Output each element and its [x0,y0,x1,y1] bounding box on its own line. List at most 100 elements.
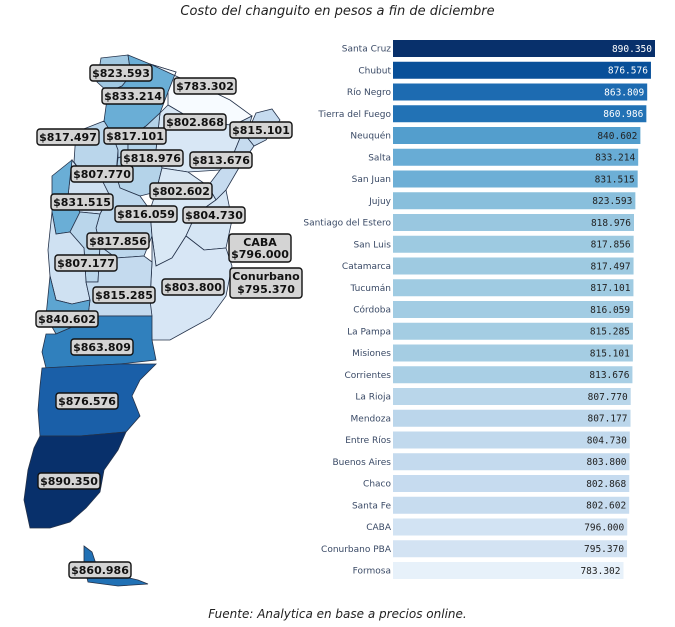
svg-text:$860.986: $860.986 [71,564,129,577]
svg-text:$817.856: $817.856 [89,235,147,248]
svg-text:$783.302: $783.302 [176,80,234,93]
bar-value-label: 840.602 [597,131,637,142]
map-label-san-juan: $831.515 [50,193,114,211]
svg-text:CABA: CABA [243,236,277,249]
bar-category-label: Conurbano PBA [321,545,392,555]
bar-value-label: 816.059 [590,305,630,316]
svg-text:$840.602: $840.602 [38,313,96,326]
bar-category-label: Córdoba [353,305,391,316]
bar-category-label: Buenos Aires [332,458,391,468]
bar-23 [393,540,628,558]
svg-text:$863.809: $863.809 [73,341,131,354]
map-label-rio-negro: $863.809 [70,338,134,356]
bar-value-label: 815.285 [590,327,630,338]
bar-6 [393,170,638,188]
chart-title: Costo del changuito en pesos a fin de di… [180,4,495,19]
bar-category-label: Mendoza [351,414,391,424]
bar-5 [393,148,639,166]
svg-text:$804.730: $804.730 [185,209,243,222]
svg-text:$833.214: $833.214 [104,90,162,103]
bar-value-label: 796.000 [584,522,624,533]
bar-18 [393,431,630,449]
bar-category-label: Jujuy [368,197,392,207]
bar-value-label: 807.770 [588,392,628,403]
svg-text:$817.101: $817.101 [106,130,164,143]
bar-value-label: 831.515 [595,174,635,185]
bar-7 [393,192,636,210]
bar-value-label: 804.730 [587,435,627,446]
bar-15 [393,366,633,384]
bar-value-label: 860.986 [603,109,643,120]
map-label-conurbano: Conurbano $795.370 [229,267,303,299]
bar-value-label: 807.177 [587,414,627,425]
bar-12 [393,301,634,318]
svg-text:Conurbano: Conurbano [232,270,300,283]
bar-value-label: 802.602 [586,501,626,512]
map-label-salta: $833.214 [101,87,165,105]
map-label-la-rioja: $807.770 [70,165,134,183]
bar-value-label: 823.593 [592,196,632,207]
svg-text:$796.000: $796.000 [231,248,289,261]
bar-24 [393,562,624,579]
bar-chart: Santa Cruz 890.350 Chubut 876.576 Río Negro 8… [303,40,655,579]
bar-category-label: Tierra del Fuego [317,110,391,120]
map-label-santa-fe: $802.602 [149,182,213,200]
map-label-corrientes: $813.676 [189,151,253,169]
bar-category-label: Río Negro [347,88,392,98]
bar-category-label: San Juan [352,175,391,185]
bar-value-label: 817.497 [591,261,631,272]
map-label-formosa: $783.302 [173,77,237,95]
bar-value-label: 783.302 [580,566,620,577]
map-label-misiones: $815.101 [229,121,293,139]
map-label-entre-rios: $804.730 [182,206,246,224]
map-label-catamarca: $817.497 [36,128,100,146]
svg-text:$813.676: $813.676 [192,154,250,167]
map-label-santiago: $818.976 [120,149,184,167]
bar-13 [393,322,633,340]
bar-category-label: La Rioja [355,393,391,403]
map-label-tucuman: $817.101 [103,127,167,145]
bar-category-label: Salta [368,153,391,163]
bar-value-label: 817.856 [591,240,631,251]
svg-text:$802.602: $802.602 [152,185,210,198]
bar-4 [393,127,641,144]
bar-category-label: Formosa [353,567,391,577]
bar-21 [393,496,630,514]
bar-0 [393,40,655,57]
bar-8 [393,214,634,231]
bar-17 [393,409,631,427]
map-label-mendoza: $807.177 [54,254,118,272]
svg-text:$803.800: $803.800 [164,281,222,294]
svg-text:$816.059: $816.059 [117,208,175,221]
svg-text:$807.770: $807.770 [73,168,131,181]
svg-text:$817.497: $817.497 [39,131,97,144]
bar-value-label: 876.576 [608,66,648,77]
bar-value-label: 890.350 [612,44,652,55]
bar-value-label: 863.809 [604,87,644,98]
bar-value-label: 803.800 [586,457,626,468]
bar-category-label: Entre Ríos [345,436,391,446]
bar-1 [393,61,651,79]
bar-value-label: 818.976 [591,218,631,229]
source-note: Fuente: Analytica en base a precios onli… [208,607,467,621]
bar-value-label: 795.370 [584,544,624,555]
bar-19 [393,453,630,471]
bar-10 [393,257,634,275]
svg-text:$890.350: $890.350 [40,475,98,488]
bar-category-label: San Luis [353,240,391,250]
bar-category-label: Misiones [352,349,391,359]
bar-category-label: Tucumán [350,284,391,294]
bar-22 [393,518,628,536]
argentina-map: $823.593 $783.302 $833.214 $802.868 $815… [23,54,303,587]
map-label-buenos-aires: $803.800 [161,278,225,296]
bar-3 [393,105,647,123]
map-label-san-luis: $817.856 [86,232,150,250]
map-label-chaco: $802.868 [163,113,227,131]
svg-text:$818.976: $818.976 [123,152,181,165]
svg-text:$831.515: $831.515 [53,196,111,209]
bar-16 [393,388,631,405]
map-label-cordoba: $816.059 [114,205,178,223]
bar-category-label: Santiago del Estero [303,219,391,229]
bar-category-label: Catamarca [342,262,391,272]
